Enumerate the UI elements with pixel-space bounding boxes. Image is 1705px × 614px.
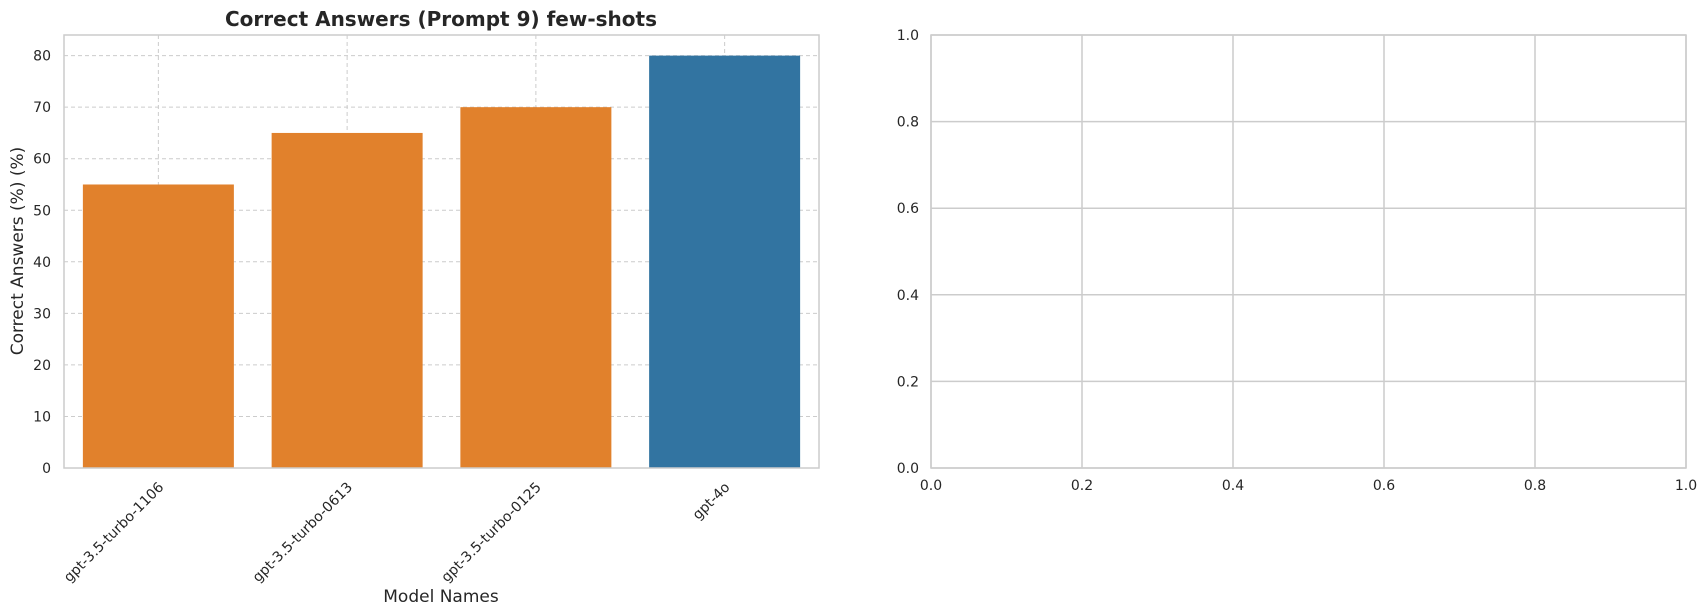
x-tick-labels: 0.0 0.2 0.4 0.6 0.8 1.0 (920, 478, 1697, 494)
y-tick-label: 0.8 (897, 115, 919, 131)
y-tick-label: 60 (33, 152, 51, 168)
bar-chart: Correct Answers (Prompt 9) few-shots 0 10… (8, 7, 820, 607)
bar (82, 184, 234, 468)
x-tick-label: gpt-3.5-turbo-0613 (250, 480, 356, 586)
x-tick-label: gpt-3.5-turbo-0125 (439, 480, 545, 586)
y-tick-label: 20 (33, 358, 51, 374)
empty-chart: 0.0 0.2 0.4 0.6 0.8 1.0 0.0 0.2 0.4 0.6 0.8 1.0 (897, 28, 1697, 494)
x-tick-label: 0.2 (1071, 478, 1093, 494)
y-tick-label: 30 (33, 306, 51, 322)
x-tick-label: 0.0 (920, 478, 942, 494)
y-tick-label: 80 (33, 49, 51, 65)
y-tick-label: 0.4 (897, 288, 919, 304)
bars (82, 55, 801, 469)
y-tick-label: 0.0 (897, 461, 919, 477)
chart-title: Correct Answers (Prompt 9) few-shots (225, 7, 657, 31)
x-tick-label: 0.8 (1524, 478, 1546, 494)
y-tick-labels: 0.0 0.2 0.4 0.6 0.8 1.0 (897, 28, 919, 477)
plot-frame (930, 34, 1687, 469)
x-tick-label: 0.6 (1373, 478, 1395, 494)
y-tick-label: 50 (33, 203, 51, 219)
y-axis-label: Correct Answers (%) (%) (8, 147, 28, 356)
x-tick-label: 0.4 (1222, 478, 1244, 494)
y-tick-label: 0.2 (897, 374, 919, 390)
y-tick-label: 0.6 (897, 201, 919, 217)
y-tick-label: 0 (42, 461, 51, 477)
x-tick-label: 1.0 (1675, 478, 1697, 494)
y-tick-label: 1.0 (897, 28, 919, 44)
x-tick-label: gpt-4o (690, 480, 734, 524)
x-tick-labels: gpt-3.5-turbo-1106 gpt-3.5-turbo-0613 gpt-… (61, 479, 733, 585)
bar (649, 55, 801, 468)
y-tick-label: 40 (33, 255, 51, 271)
y-tick-label: 70 (33, 100, 51, 116)
plot-frame (63, 34, 820, 469)
x-axis-label: Model Names (383, 587, 499, 607)
x-tick-label: gpt-3.5-turbo-1106 (61, 479, 167, 585)
grid-lines (930, 34, 1687, 469)
bar (271, 132, 423, 468)
y-tick-labels: 0 10 20 30 40 50 60 70 80 (33, 49, 51, 477)
y-tick-label: 10 (33, 409, 51, 425)
bar (460, 107, 612, 469)
